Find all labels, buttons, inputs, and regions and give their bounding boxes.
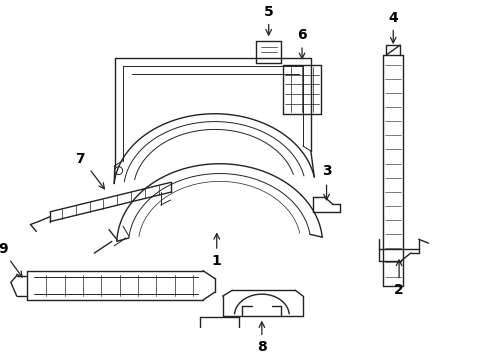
Text: 6: 6 [297, 28, 307, 42]
Text: 4: 4 [389, 11, 398, 25]
Text: 2: 2 [394, 283, 404, 297]
Text: 3: 3 [322, 163, 331, 177]
Text: 7: 7 [74, 152, 84, 166]
Text: 1: 1 [212, 254, 221, 268]
Text: 8: 8 [257, 340, 267, 354]
Text: 9: 9 [0, 242, 8, 256]
Text: 5: 5 [264, 5, 273, 19]
